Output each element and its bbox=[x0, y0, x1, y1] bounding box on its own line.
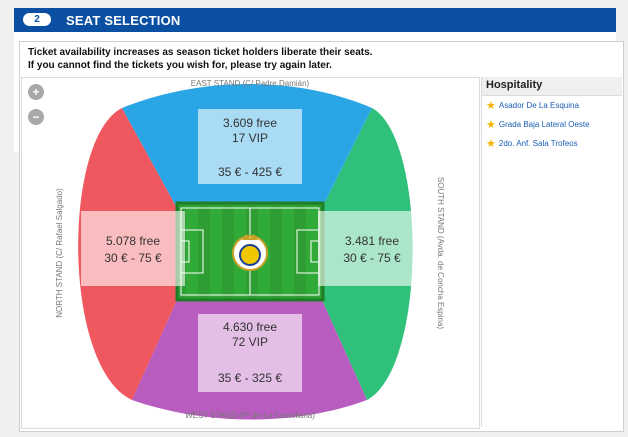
seat-selection-panel: Ticket availability increases as season … bbox=[19, 41, 624, 432]
star-icon: ★ bbox=[486, 100, 496, 112]
east-section-info[interactable]: 3.609 free 17 VIP 35 € - 425 € bbox=[198, 109, 302, 184]
hospitality-title: Hospitality bbox=[482, 77, 622, 96]
star-icon: ★ bbox=[486, 119, 496, 131]
step-number: 2 bbox=[23, 13, 51, 26]
east-stand-label: EAST STAND (C/ Padre Damián) bbox=[191, 79, 310, 88]
south-section-info[interactable]: 3.481 free 30 € - 75 € bbox=[318, 211, 422, 286]
south-free-count: 3.481 free bbox=[345, 234, 399, 248]
hospitality-item[interactable]: ★ Grada Baja Lateral Oeste bbox=[482, 115, 622, 134]
star-icon: ★ bbox=[486, 138, 496, 150]
west-free-count: 4.630 free bbox=[223, 320, 277, 334]
north-free-count: 5.078 free bbox=[106, 234, 160, 248]
north-price-range: 30 € - 75 € bbox=[104, 251, 162, 265]
stadium-svg: 3.609 free 17 VIP 35 € - 425 € 5.078 fre… bbox=[28, 79, 445, 420]
zoom-in-icon: + bbox=[32, 85, 39, 99]
zoom-in-button[interactable]: + bbox=[28, 84, 44, 100]
north-stand-label: NORTH STAND (C/ Rafael Salgado) bbox=[55, 188, 64, 318]
west-price-range: 35 € - 325 € bbox=[218, 371, 282, 385]
hospitality-item-label: Grada Baja Lateral Oeste bbox=[498, 120, 590, 129]
west-section-info[interactable]: 4.630 free 72 VIP 35 € - 325 € bbox=[198, 314, 302, 392]
zoom-out-button[interactable]: − bbox=[28, 109, 44, 125]
notice-line-1: Ticket availability increases as season … bbox=[28, 47, 373, 58]
north-section-info[interactable]: 5.078 free 30 € - 75 € bbox=[81, 211, 185, 286]
availability-notice: Ticket availability increases as season … bbox=[28, 46, 372, 72]
south-price-range: 30 € - 75 € bbox=[343, 251, 401, 265]
section-title: SEAT SELECTION bbox=[66, 13, 181, 28]
east-price-range: 35 € - 425 € bbox=[218, 165, 282, 179]
zoom-out-icon: − bbox=[32, 110, 39, 124]
section-header: 2 SEAT SELECTION bbox=[14, 8, 616, 32]
hospitality-item[interactable]: ★ Asador De La Esquina bbox=[482, 96, 622, 115]
east-vip-count: 17 VIP bbox=[232, 131, 268, 145]
west-stand-label: WEST STAND (Pº de La Castellana) bbox=[185, 411, 315, 420]
club-crest-icon bbox=[232, 234, 268, 271]
stadium-map: 3.609 free 17 VIP 35 € - 425 € 5.078 fre… bbox=[21, 77, 480, 429]
east-free-count: 3.609 free bbox=[223, 116, 277, 130]
south-stand-label: SOUTH STAND (Avda. de Concha Espina) bbox=[436, 177, 445, 330]
hospitality-item-label: Asador De La Esquina bbox=[498, 101, 579, 110]
notice-line-2: If you cannot find the tickets you wish … bbox=[28, 60, 332, 71]
hospitality-item[interactable]: ★ 2do. Anf. Sala Trofeos bbox=[482, 134, 622, 153]
west-vip-count: 72 VIP bbox=[232, 335, 268, 349]
hospitality-sidebar: Hospitality ★ Asador De La Esquina ★ Gra… bbox=[481, 77, 622, 427]
hospitality-item-label: 2do. Anf. Sala Trofeos bbox=[498, 139, 578, 148]
